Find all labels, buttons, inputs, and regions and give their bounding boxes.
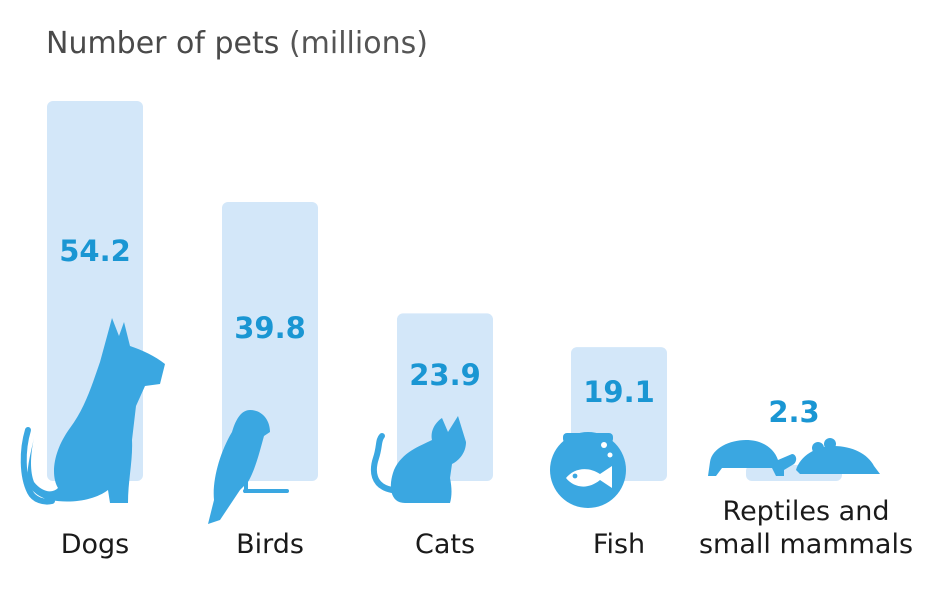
chart-title-unit: (millions) (288, 26, 428, 61)
value-label-birds: 39.8 (234, 311, 306, 345)
chart-title-main: Number of pets (46, 26, 280, 61)
value-label-cats: 23.9 (409, 358, 481, 392)
value-label-fish: 19.1 (583, 375, 655, 409)
turtle-and-mouse-icon (708, 438, 880, 476)
category-label-dogs: Dogs (61, 529, 130, 560)
category-labels-group: Dogs Birds Cats Fish Reptiles and small mamma… (61, 496, 913, 560)
parrot-icon (208, 410, 289, 524)
dog-icon (20, 318, 165, 505)
bar-cats (397, 313, 493, 481)
category-label-reptiles: Reptiles and small mammals (699, 496, 913, 560)
icons-group (20, 318, 880, 524)
value-label-reptiles: 2.3 (768, 395, 819, 429)
category-label-birds: Birds (236, 529, 304, 560)
value-label-dogs: 54.2 (59, 234, 131, 268)
chart-title: Number of pets (millions) (46, 26, 428, 61)
cat-icon (371, 416, 466, 503)
fishbowl-icon (550, 432, 626, 508)
category-label-fish: Fish (593, 529, 645, 560)
value-labels-group: 54.2 39.8 23.9 19.1 2.3 (59, 234, 819, 429)
category-label-cats: Cats (415, 529, 475, 560)
